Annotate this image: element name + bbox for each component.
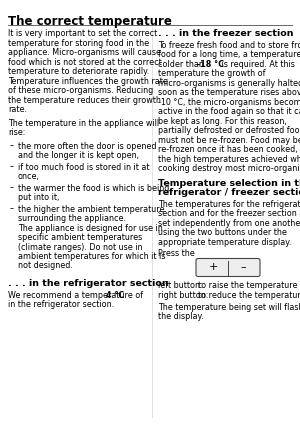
Text: set independently from one another: set independently from one another (158, 218, 300, 227)
Text: left button:: left button: (158, 281, 202, 291)
Text: The temperature being set will flash in: The temperature being set will flash in (158, 303, 300, 312)
Text: the warmer the food is which is being: the warmer the food is which is being (18, 184, 169, 193)
Text: 4 °C: 4 °C (106, 291, 125, 300)
Text: The appliance is designed for use in: The appliance is designed for use in (18, 224, 163, 232)
Text: the high temperatures achieved when: the high temperatures achieved when (158, 155, 300, 164)
Text: Press the: Press the (158, 249, 195, 258)
Text: (climate ranges). Do not use in: (climate ranges). Do not use in (18, 243, 142, 252)
Text: -10 °C, the micro-organisms become: -10 °C, the micro-organisms become (158, 97, 300, 107)
Text: appropriate temperature display.: appropriate temperature display. (158, 238, 291, 246)
Text: –: – (10, 204, 14, 213)
Text: specific ambient temperatures: specific ambient temperatures (18, 233, 142, 242)
Text: +: + (208, 263, 218, 272)
Text: refrigerator / freezer section: refrigerator / freezer section (158, 188, 300, 197)
Text: once,: once, (18, 172, 40, 181)
Text: using the two buttons under the: using the two buttons under the (158, 228, 287, 237)
Text: It is very important to set the correct: It is very important to set the correct (8, 29, 157, 38)
Text: be kept as long. For this reason,: be kept as long. For this reason, (158, 116, 287, 125)
Text: micro-organisms is generally halted. As: micro-organisms is generally halted. As (158, 79, 300, 88)
Text: –: – (240, 263, 246, 272)
Text: –: – (10, 142, 14, 150)
Text: surrounding the appliance.: surrounding the appliance. (18, 214, 126, 223)
Text: ambient temperatures for which it is: ambient temperatures for which it is (18, 252, 165, 261)
Text: To freeze fresh food and to store frozen: To freeze fresh food and to store frozen (158, 40, 300, 49)
Text: Temperature influences the growth rate: Temperature influences the growth rate (8, 76, 168, 85)
Text: We recommend a temperature of: We recommend a temperature of (8, 291, 145, 300)
Text: in the refrigerator section.: in the refrigerator section. (8, 300, 114, 309)
Text: active in the food again so that it cannot: active in the food again so that it cann… (158, 107, 300, 116)
Text: the display.: the display. (158, 312, 204, 321)
Text: The temperatures for the refrigerator: The temperatures for the refrigerator (158, 199, 300, 209)
Text: rise:: rise: (8, 128, 26, 137)
Text: the temperature reduces their growth: the temperature reduces their growth (8, 96, 161, 105)
Text: re-frozen once it has been cooked, as: re-frozen once it has been cooked, as (158, 145, 300, 154)
Text: not designed.: not designed. (18, 261, 73, 270)
Text: appliance. Micro-organisms will cause: appliance. Micro-organisms will cause (8, 48, 161, 57)
Text: to reduce the temperature: to reduce the temperature (198, 291, 300, 300)
Text: . . . in the refrigerator section: . . . in the refrigerator section (8, 279, 169, 288)
Text: Temperature selection in the: Temperature selection in the (158, 178, 300, 187)
Text: colder than: colder than (158, 60, 206, 68)
Text: -18 °C: -18 °C (197, 60, 224, 68)
FancyBboxPatch shape (196, 258, 260, 277)
Text: the higher the ambient temperature: the higher the ambient temperature (18, 204, 164, 213)
Text: right button:: right button: (158, 291, 208, 300)
Text: if too much food is stored in it at: if too much food is stored in it at (18, 162, 149, 172)
Text: temperature to deteriorate rapidly.: temperature to deteriorate rapidly. (8, 67, 149, 76)
Text: must not be re-frozen. Food may be: must not be re-frozen. Food may be (158, 136, 300, 144)
Text: partially defrosted or defrosted food: partially defrosted or defrosted food (158, 126, 300, 135)
Text: and the longer it is kept open,: and the longer it is kept open, (18, 151, 139, 160)
Text: food for a long time, a temperature: food for a long time, a temperature (158, 50, 300, 59)
Text: of these micro-organisms. Reducing: of these micro-organisms. Reducing (8, 86, 153, 95)
Text: The temperature in the appliance will: The temperature in the appliance will (8, 119, 159, 128)
Text: soon as the temperature rises above: soon as the temperature rises above (158, 88, 300, 97)
Text: temperature for storing food in the: temperature for storing food in the (8, 39, 149, 48)
Text: The correct temperature: The correct temperature (8, 15, 172, 28)
Text: . . . in the freezer section: . . . in the freezer section (158, 29, 293, 38)
Text: –: – (10, 162, 14, 172)
Text: temperature the growth of: temperature the growth of (158, 69, 266, 78)
Text: section and for the freezer section are: section and for the freezer section are (158, 209, 300, 218)
Text: cooking destroy most micro-organisms.: cooking destroy most micro-organisms. (158, 164, 300, 173)
Text: is required. At this: is required. At this (219, 60, 295, 68)
Text: –: – (10, 184, 14, 193)
Text: food which is not stored at the correct: food which is not stored at the correct (8, 57, 162, 66)
Text: put into it,: put into it, (18, 193, 59, 202)
Text: rate.: rate. (8, 105, 27, 114)
Text: the more often the door is opened: the more often the door is opened (18, 142, 157, 150)
Text: to raise the temperature: to raise the temperature (198, 281, 298, 291)
